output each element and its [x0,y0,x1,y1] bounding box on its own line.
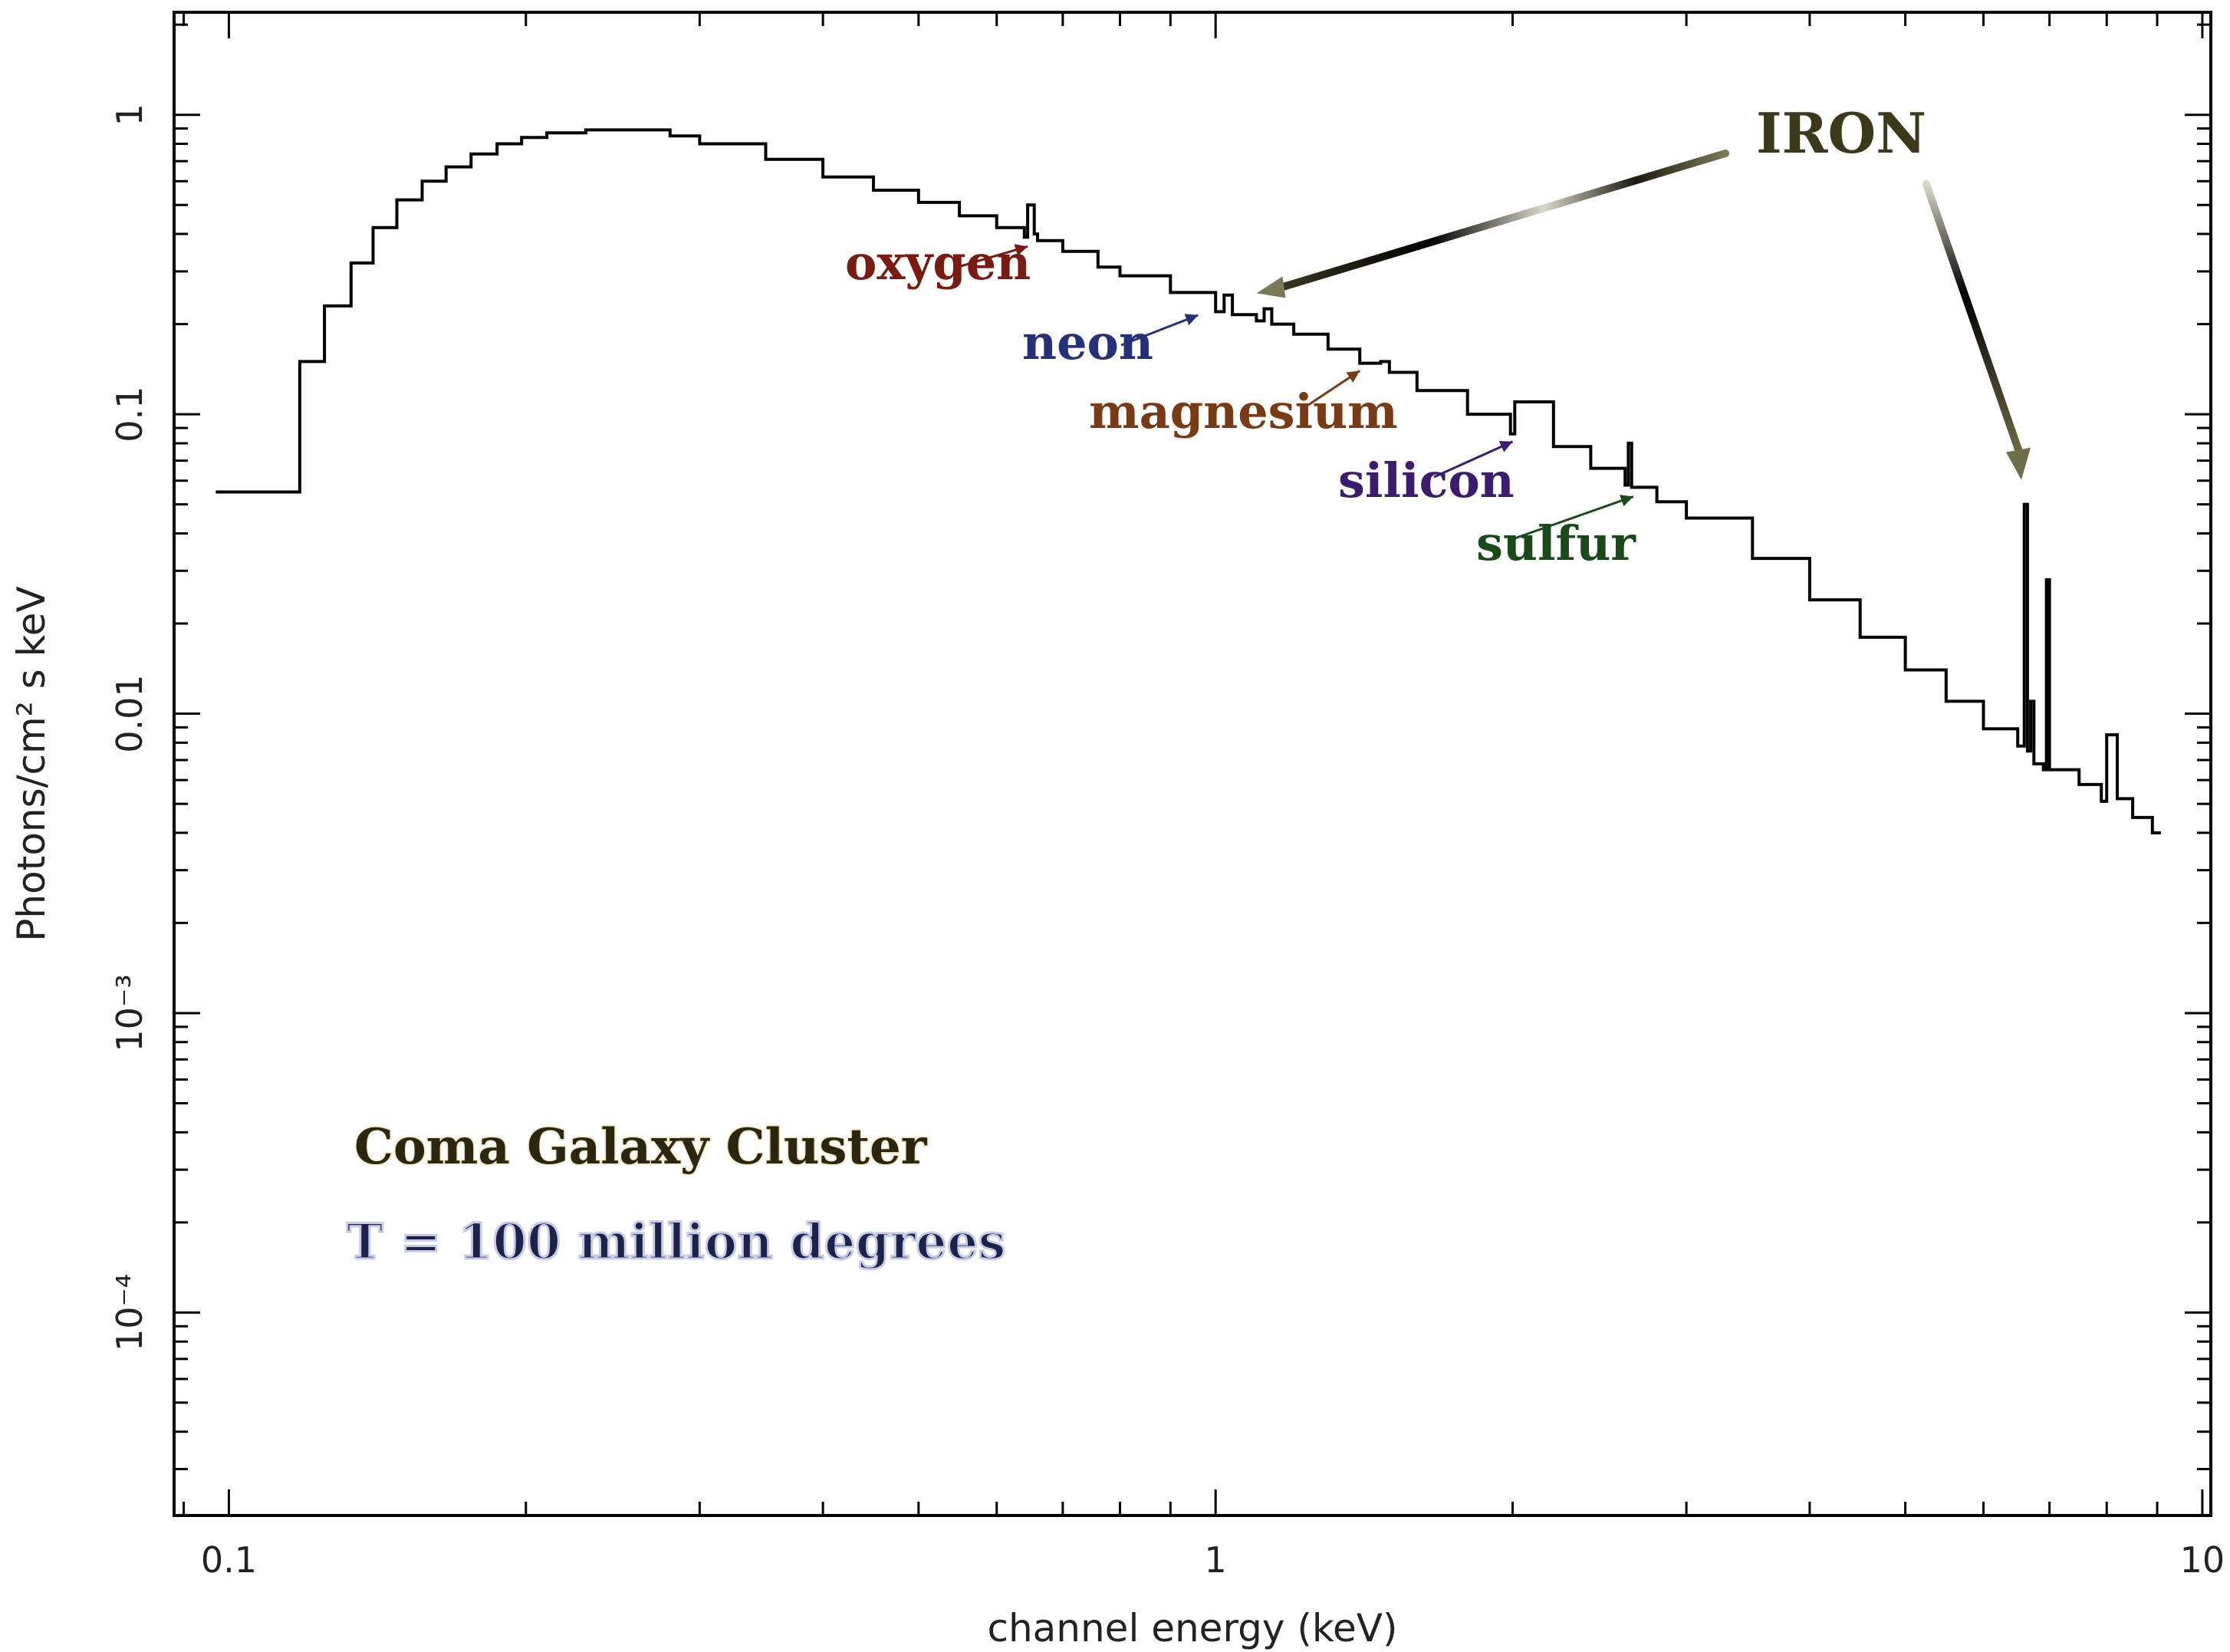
x-axis-ticks [183,12,2204,1515]
annotation-silicon: silicon [1338,452,1515,508]
x-tick-label: 10 [2180,1539,2225,1581]
iron-arrow-head [1256,276,1286,298]
annotation-oxygen: oxygen [845,235,1031,291]
spectrum-series [215,128,2161,834]
x-tick-label: 0.1 [201,1539,257,1581]
annotation-arrow-head [1620,495,1633,507]
annotation-arrow [1433,440,1514,479]
y-axis-tick-labels: 1 0.1 0.01 10⁻³ 10⁻⁴ [109,104,150,1351]
y-tick-label: 0.01 [109,674,150,752]
annotation-arrow-head [1498,441,1513,452]
plot-frame [173,11,2212,1517]
y-tick-label: 10⁻⁴ [109,1274,150,1351]
y-tick-label: 1 [109,104,150,126]
annotation-arrow [1120,314,1199,347]
caption-cluster: Coma Galaxy Cluster [354,1118,928,1176]
annotation-arrow-head [1184,314,1199,326]
annotation-iron: IRON [1756,100,1926,166]
iron-arrow-shaft [1922,180,2025,462]
annotation-arrow [1514,495,1634,540]
x-axis-label: channel energy (keV) [987,1606,1397,1650]
y-axis-label: Photons/cm² s keV [9,586,54,941]
y-tick-label: 10⁻³ [109,974,150,1051]
annotation-neon: neon [1022,314,1153,370]
annotation-arrow-head [1014,244,1028,256]
spectrum-line [215,128,2161,834]
annotation-magnesium: magnesium [1089,383,1398,439]
x-axis-tick-labels: 0.1 1 10 [201,1539,2225,1581]
caption-temperature: T = 100 million degrees [347,1213,1006,1271]
iron-arrow-head [2005,447,2031,480]
y-axis-ticks [174,23,2211,1471]
annotation-arrow-head [1346,370,1360,383]
x-tick-label: 1 [1205,1539,1227,1581]
y-tick-label: 0.1 [109,387,150,443]
iron-arrow-shaft [1268,150,1729,295]
